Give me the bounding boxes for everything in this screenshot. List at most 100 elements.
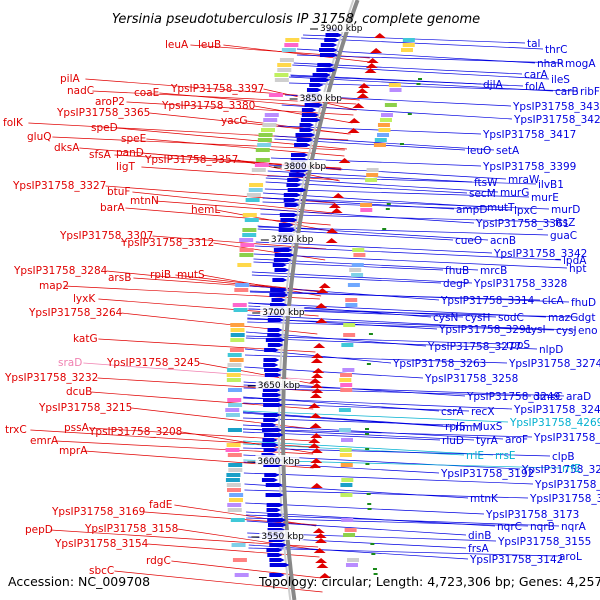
gene-label[interactable]: katG [73, 333, 98, 345]
gene-label[interactable]: YpsIP31758_3327 [12, 180, 106, 192]
gene-label[interactable]: ftsZ [555, 217, 575, 229]
gene-label[interactable]: clpB [552, 451, 575, 463]
gene-label[interactable]: YpsIP31758_4269 [509, 417, 600, 429]
gene-label[interactable]: murE [531, 192, 559, 204]
gene-label[interactable]: folK [3, 117, 24, 129]
gene-label[interactable]: YpsIP31758_3244 [513, 404, 600, 416]
gene-label[interactable]: YpsIP31758_3232 [4, 372, 98, 384]
gene-label[interactable]: dcuB [66, 386, 92, 398]
gene-label[interactable]: YpsIP31758_3224 [533, 432, 600, 444]
gene-label[interactable]: aroP2 [95, 96, 125, 108]
gene-label[interactable]: ligT [116, 161, 135, 173]
gene-label[interactable]: leuA [165, 39, 189, 51]
gene-label[interactable]: nqrA [561, 521, 587, 533]
gene-label[interactable]: sfsA [89, 149, 112, 161]
gene-label[interactable]: csrA [441, 406, 465, 418]
gene-label[interactable]: thrC [545, 44, 567, 56]
gene-label[interactable]: mrcB [480, 265, 507, 277]
gene-label[interactable]: YpsIP31758_3180 [529, 493, 600, 505]
gene-label[interactable]: YpsIP31758_3314 [440, 295, 535, 307]
gene-label[interactable]: pilA [60, 73, 80, 85]
gene-label[interactable]: ilvB1 [538, 179, 564, 191]
gene-label[interactable]: YpsIP31758_3173 [485, 509, 579, 521]
gene-label[interactable]: fhuB [445, 265, 469, 277]
gene-label[interactable]: speE [121, 133, 146, 145]
gene-label[interactable]: sodC [498, 312, 524, 324]
gene-label[interactable]: arsB [108, 272, 131, 284]
gene-label[interactable]: degP [443, 278, 469, 290]
gene-label[interactable]: speD [91, 122, 118, 134]
gene-label[interactable]: rimM [455, 422, 482, 434]
gene-label[interactable]: nadC [67, 85, 94, 97]
gene-label[interactable]: yacG [221, 115, 248, 127]
gene-label[interactable]: cysJ [556, 325, 577, 337]
gene-label[interactable]: YpsIP31758_3264 [28, 307, 123, 319]
gene-label[interactable]: fhuD [571, 297, 596, 309]
gene-label[interactable]: YpsIP31758_3342 [493, 248, 587, 260]
gene-label[interactable]: carA [524, 69, 549, 81]
gene-label[interactable]: YpsIP31758_3190 [534, 479, 600, 491]
gene-label[interactable]: lpdA [563, 255, 587, 267]
gene-label[interactable]: YpsIP31758_3291 [438, 324, 532, 336]
gene-label[interactable]: YpsIP31758_3365 [56, 107, 150, 119]
gene-label[interactable]: barA [100, 202, 125, 214]
gene-label[interactable]: clcA [542, 295, 564, 307]
gene-label[interactable]: fadE [149, 499, 172, 511]
gene-label[interactable]: trxC [5, 424, 27, 436]
gene-label[interactable]: YpsIP31758_3397 [170, 83, 264, 95]
gene-label[interactable]: YpsIP31758_3328 [473, 278, 567, 290]
gene-label[interactable]: YpsIP31758_3274 [508, 358, 600, 370]
gene-label[interactable]: hpt [569, 263, 586, 275]
gene-label[interactable]: map2 [39, 280, 69, 292]
gene-label[interactable]: djlA [483, 79, 503, 91]
gene-label[interactable]: ftsW [474, 177, 498, 189]
gene-label[interactable]: gluQ [27, 131, 52, 143]
gene-label[interactable]: ribF [580, 86, 600, 98]
gene-label[interactable]: sraD [58, 357, 82, 369]
gene-label[interactable]: ampD [456, 204, 487, 216]
gene-label[interactable]: secM [469, 188, 496, 200]
gene-label[interactable]: leuB [198, 39, 221, 51]
gene-label[interactable]: lpxC [514, 205, 537, 217]
gene-label[interactable]: YpsIP31758_3417 [482, 129, 576, 141]
gene-label[interactable]: dgt [578, 312, 595, 324]
gene-label[interactable]: rpiB [150, 269, 171, 281]
gene-label[interactable]: mraW [508, 174, 540, 186]
gene-label[interactable]: tal [527, 38, 540, 50]
gene-label[interactable]: YpsIP31758_3258 [424, 373, 518, 385]
gene-label[interactable]: emrA [30, 435, 59, 447]
gene-label[interactable]: acnB [490, 235, 516, 247]
gene-label[interactable]: rrsE [495, 450, 516, 462]
gene-label[interactable]: YpsIP31758_3312 [120, 237, 214, 249]
gene-label[interactable]: btuF [107, 186, 130, 198]
gene-label[interactable]: cueO [455, 235, 482, 247]
gene-label[interactable]: setA [496, 145, 520, 157]
gene-label[interactable]: carB [555, 86, 579, 98]
gene-label[interactable]: leuO [467, 145, 491, 157]
gene-label[interactable]: cysN [433, 312, 458, 324]
gene-label[interactable]: araD [566, 391, 591, 403]
gene-label[interactable]: YpsIP31758_3192 [440, 468, 534, 480]
gene-label[interactable]: YpsIP31758_3284 [13, 265, 108, 277]
gene-label[interactable]: mutS [177, 269, 205, 281]
gene-label[interactable]: dinB [468, 530, 491, 542]
gene-label[interactable]: coaE [134, 87, 159, 99]
gene-label[interactable]: mutT [487, 202, 515, 214]
gene-label[interactable]: folA [525, 81, 546, 93]
gene-label[interactable]: YpsIP31758_3357 [144, 154, 238, 166]
gene-label[interactable]: nqrC [497, 521, 522, 533]
gene-label[interactable]: aroF [505, 434, 528, 446]
gene-label[interactable]: aroL [559, 551, 582, 563]
gene-label[interactable]: dksA [54, 142, 80, 154]
gene-label[interactable]: YpsIP31758_3263 [392, 358, 486, 370]
gene-label[interactable]: ileS [551, 74, 570, 86]
gene-label[interactable]: YpsIP31758_3154 [54, 538, 149, 550]
gene-label[interactable]: sbcC [89, 565, 114, 577]
gene-label[interactable]: YpsIP31758_3155 [497, 536, 591, 548]
gene-label[interactable]: eno [578, 325, 598, 337]
gene-label[interactable]: luxS [480, 421, 503, 433]
gene-label[interactable]: rrfE [562, 463, 581, 475]
gene-label[interactable]: mogA [565, 58, 596, 70]
gene-label[interactable]: YpsIP31758_3245 [106, 357, 200, 369]
gene-label[interactable]: cysI [525, 324, 546, 336]
